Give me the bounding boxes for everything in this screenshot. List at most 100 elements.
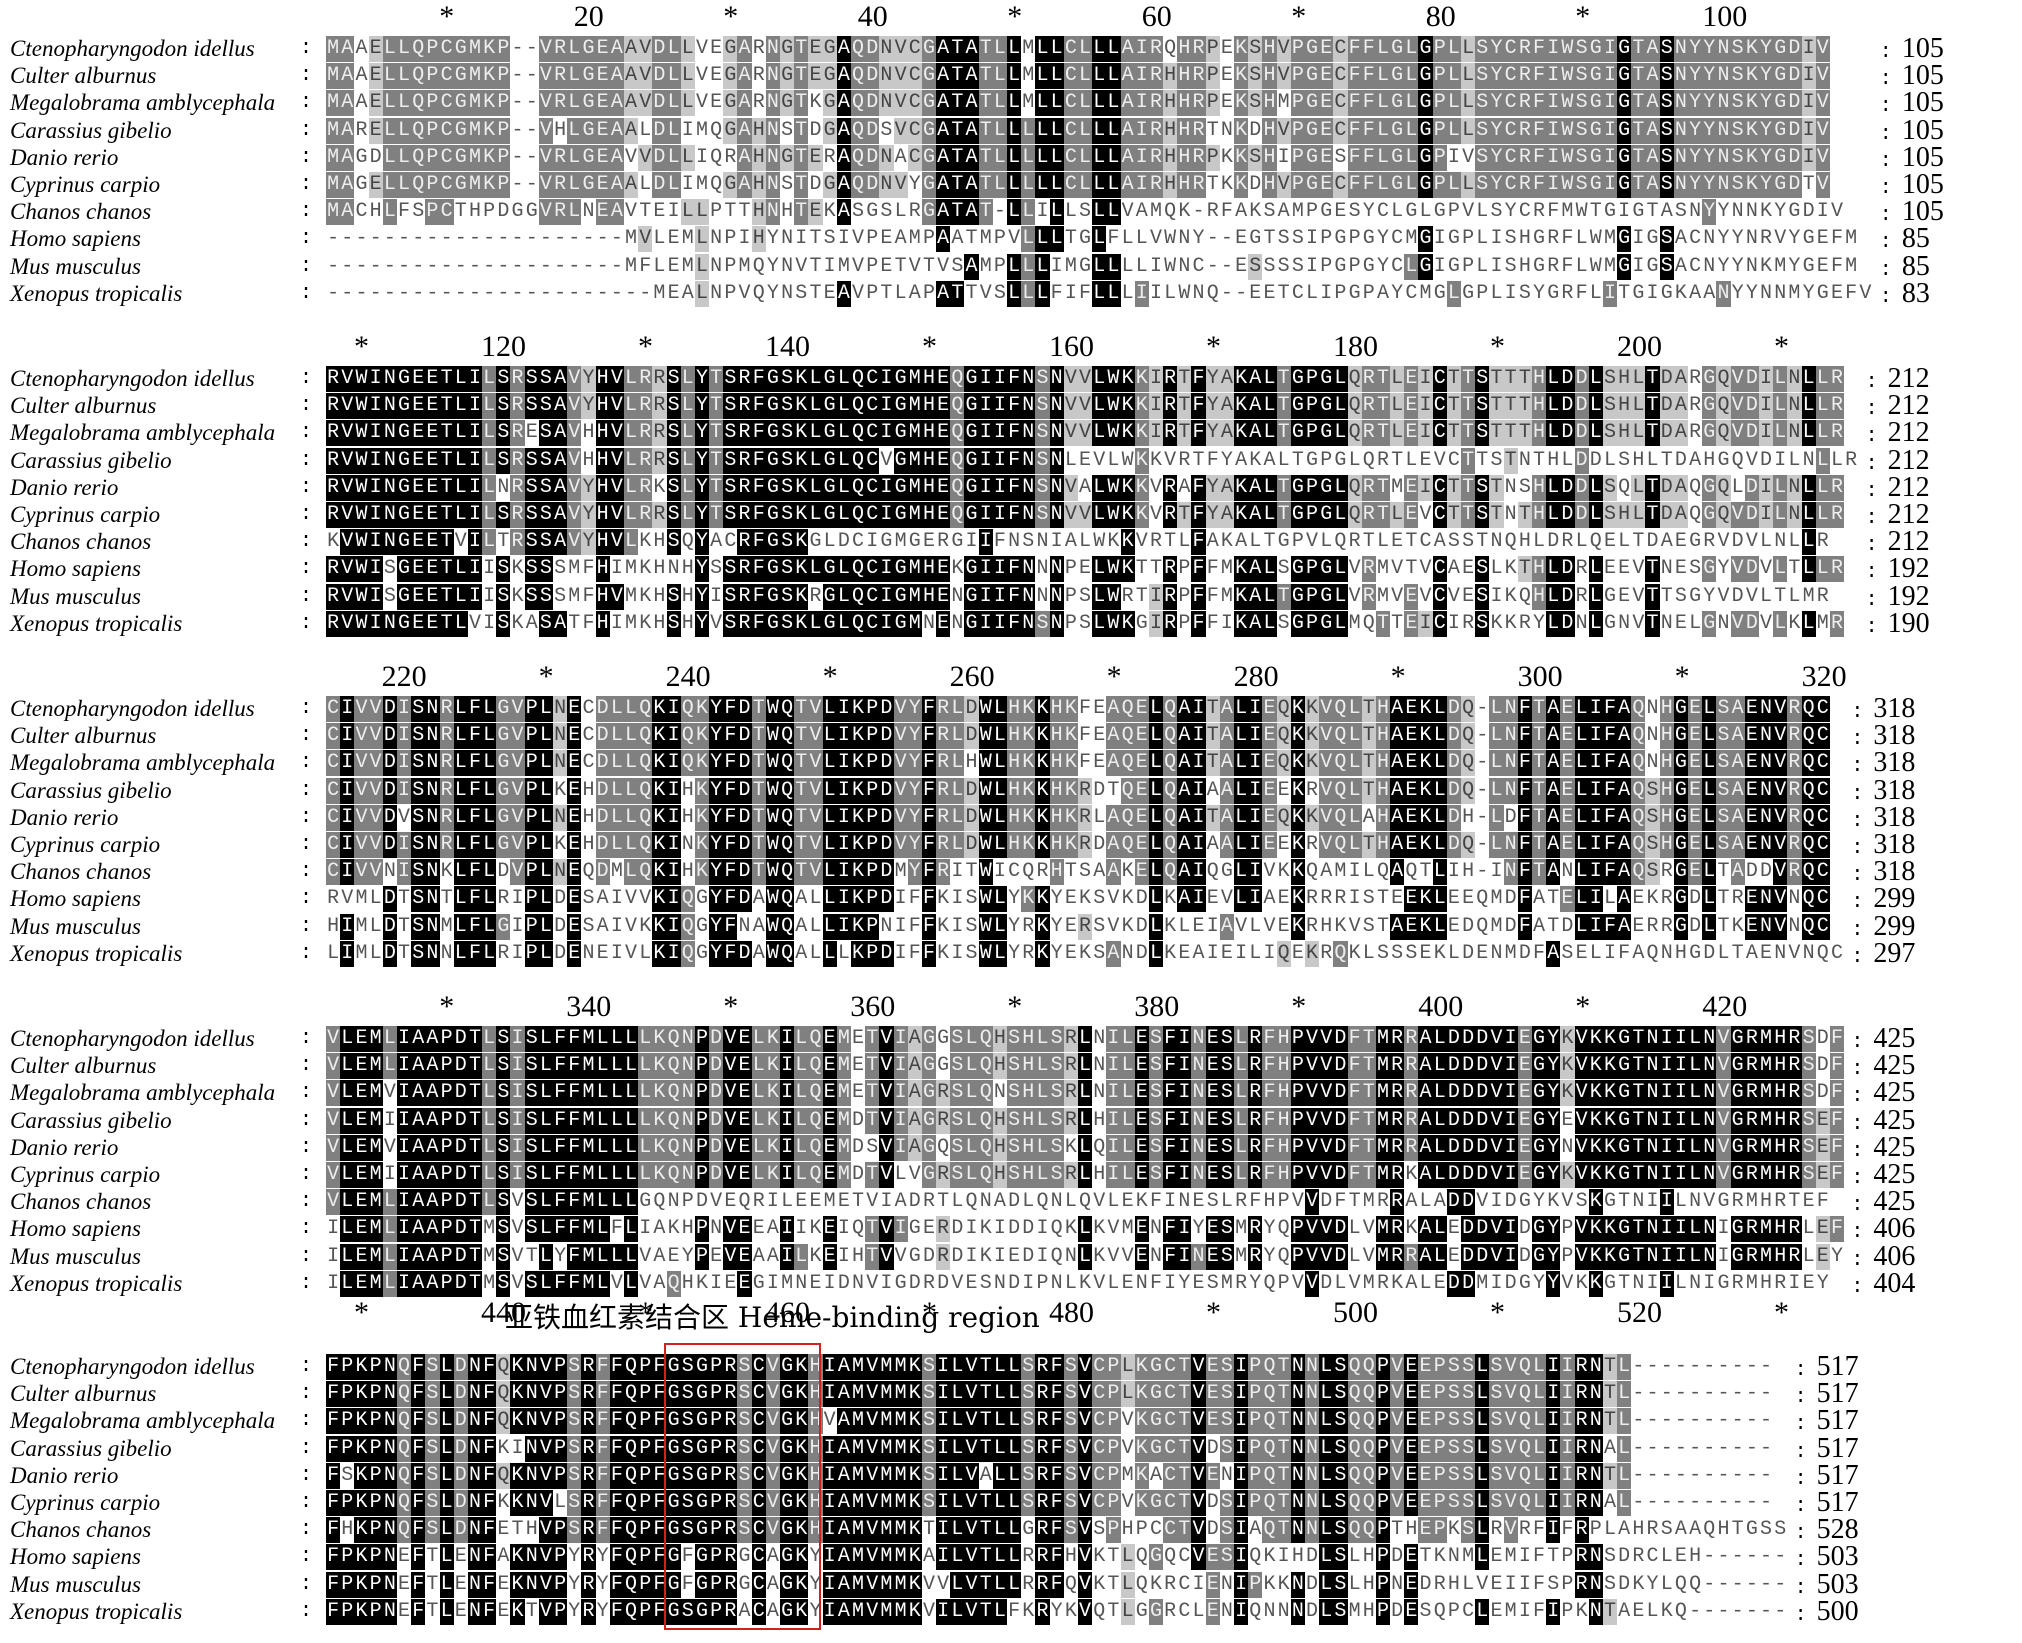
species-name: Homo sapiens <box>10 1544 141 1570</box>
colon-separator: : <box>300 254 313 278</box>
sequence-end-position: :105 <box>1879 60 1944 92</box>
colon-separator: : <box>300 475 313 499</box>
ruler-star-marker: * <box>354 330 369 363</box>
colon-separator: : <box>300 1244 313 1268</box>
colon-separator: : <box>300 1108 313 1132</box>
sequence-end-position: :404 <box>1851 1267 1916 1299</box>
alignment-row: Chanos chanos: M A C H L F S P C T H P D G G V R L N E A V T E I L… <box>0 198 2022 228</box>
colon-separator: : <box>300 697 313 720</box>
ruler-position-label: 40 <box>857 0 888 33</box>
colon-separator: : <box>300 118 313 142</box>
ruler-position-label: 160 <box>1049 330 1094 363</box>
sequence-end-position: :212 <box>1865 390 1930 422</box>
species-name: Mus musculus <box>10 1571 141 1597</box>
species-name: Homo sapiens <box>10 556 141 582</box>
alignment-row: Mus musculus: H I M L D T S N M L F L G I P L D E S A I V K K I Q G… <box>0 912 2022 942</box>
sequence-end-position: :528 <box>1794 1514 1859 1546</box>
sequence-end-position: :212 <box>1865 363 1930 395</box>
colon-separator: : <box>300 394 313 418</box>
ruler-position-label: 380 <box>1134 990 1180 1023</box>
sequence-end-position: :500 <box>1794 1595 1859 1627</box>
alignment-row: Mus musculus: - - - - - - - - - - - - - - - - - - - - - M F L E M L… <box>0 252 2022 282</box>
sequence-end-position: :318 <box>1851 693 1916 725</box>
species-name: Carassius gibelio <box>10 117 172 143</box>
species-name: Danio rerio <box>10 804 119 830</box>
sequence-end-position: :299 <box>1851 910 1916 942</box>
sequence-end-position: :105 <box>1879 87 1944 119</box>
colon-separator: : <box>300 1518 313 1542</box>
sequence-end-position: :192 <box>1865 553 1930 585</box>
ruler-position-label: 20 <box>573 0 604 33</box>
alignment-row: Danio rerio: V L E M V I A A P D T L S I S L F F M L L L L K Q N P D… <box>0 1133 2022 1163</box>
colon-separator: : <box>300 611 313 635</box>
colon-separator: : <box>300 751 313 775</box>
alignment-row: Homo sapiens: F P K P N E F T L E N F A K N V P Y R Y F Q P F G F G… <box>0 1543 2022 1573</box>
species-name: Megalobrama amblycephala <box>10 420 276 446</box>
sequence-end-position: :190 <box>1865 607 1930 639</box>
colon-separator: : <box>300 1135 313 1159</box>
species-name: Ctenopharyngodon idellus <box>10 696 255 721</box>
alignment-row: Danio rerio: M A G D L L Q P C G M K P - - V R L G E A V V D L L I Q… <box>0 143 2022 173</box>
colon-separator: : <box>300 367 313 390</box>
colon-separator: : <box>300 1217 313 1241</box>
species-name: Danio rerio <box>10 144 119 170</box>
sequence-end-position: :318 <box>1851 720 1916 752</box>
colon-separator: : <box>300 584 313 608</box>
sequence-end-position: :503 <box>1794 1568 1859 1600</box>
colon-separator: : <box>300 1463 313 1487</box>
sequence-end-position: :105 <box>1879 169 1944 201</box>
species-name: Homo sapiens <box>10 886 141 912</box>
species-name: Xenopus tropicalis <box>10 1598 183 1624</box>
sequence-end-position: :517 <box>1794 1459 1859 1491</box>
alignment-row: Homo sapiens: I L E M L I A A P D T M S V S L F F M L F L I A K H P… <box>0 1215 2022 1245</box>
sequence-end-position: :318 <box>1851 747 1916 779</box>
alignment-row: Homo sapiens: R V M L D T S N T L F L R I P L D E S A I V V K I Q G… <box>0 885 2022 915</box>
alignment-row: Xenopus tropicalis: F P K P N E F T L E N F E K T V P Y R Y F… <box>0 1597 2022 1627</box>
ruler-position-label: 360 <box>850 990 896 1023</box>
species-name: Mus musculus <box>10 1243 141 1269</box>
sequence-end-position: :517 <box>1794 1351 1859 1383</box>
colon-separator: : <box>300 37 313 60</box>
ruler-star-marker: * <box>1007 990 1023 1023</box>
ruler-star-marker: * <box>723 990 739 1023</box>
sequence-end-position: :105 <box>1879 196 1944 228</box>
ruler-star-marker: * <box>538 660 554 693</box>
species-name: Megalobrama amblycephala <box>10 750 276 776</box>
species-name: Xenopus tropicalis <box>10 1270 183 1296</box>
alignment-row: Culter alburnus: R V W I N G E E T L I L S R S S A V Y H V L R R… <box>0 392 2022 422</box>
sequence-end-position: :318 <box>1851 856 1916 888</box>
ruler-star-marker: * <box>723 0 739 33</box>
sequence-end-position: :517 <box>1794 1378 1859 1410</box>
sequence-end-position: :517 <box>1794 1405 1859 1437</box>
alignment-row: Carassius gibelio: V L E M I I A A P D T L S I S L F F M L L L… <box>0 1106 2022 1136</box>
sequence-end-position: :105 <box>1879 141 1944 173</box>
sequence-end-position: :425 <box>1851 1131 1916 1163</box>
position-ruler: * 340 * 360 * 380 * 400 * 420 <box>0 990 2022 1024</box>
ruler-position-label: 60 <box>1141 0 1172 33</box>
alignment-row: Ctenopharyngodon idellus: F P K P N Q F S L D N F Q K N… <box>0 1353 2022 1383</box>
colon-separator: : <box>300 1355 313 1378</box>
colon-separator: : <box>300 64 313 88</box>
sequence-end-position: :85 <box>1879 223 1930 255</box>
sequence-end-position: :212 <box>1865 526 1930 558</box>
ruler-position-label: 320 <box>1801 660 1847 693</box>
alignment-row: Megalobrama amblycephala: M A A E L L Q P C G M K P - -… <box>0 89 2022 119</box>
species-name: Chanos chanos <box>10 1189 152 1215</box>
colon-separator: : <box>300 91 313 115</box>
ruler-star-marker: * <box>1774 1296 1789 1329</box>
ruler-position-label: 420 <box>1702 990 1748 1023</box>
colon-separator: : <box>300 1163 313 1186</box>
